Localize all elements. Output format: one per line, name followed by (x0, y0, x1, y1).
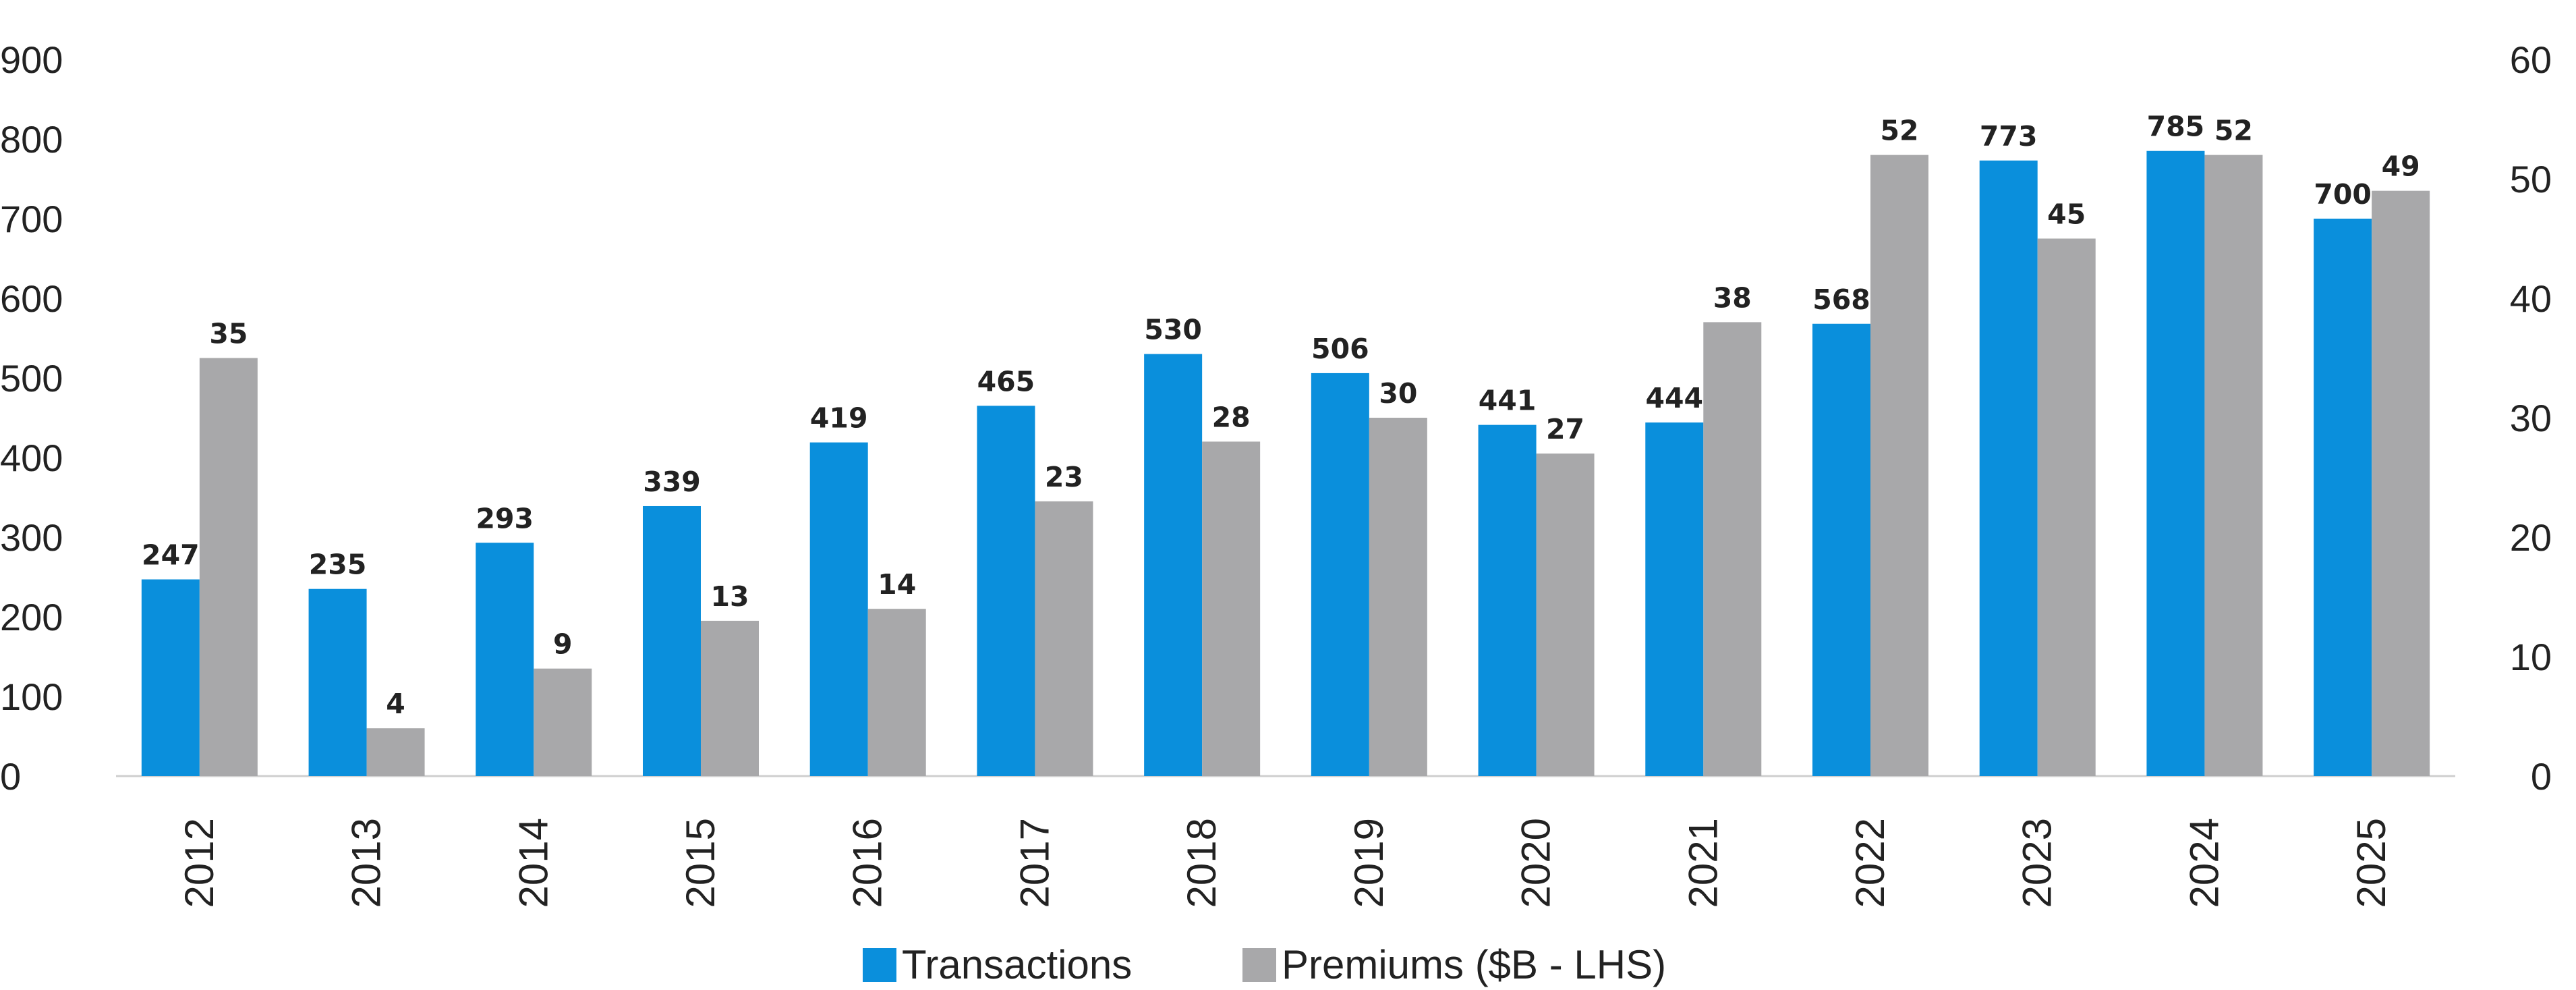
left-axis-tick: 100 (0, 676, 63, 718)
legend: Transactions Premiums ($B - LHS) (863, 942, 1666, 987)
data-labels-group: 247 35 235 4 293 9 339 13 419 14 465 23 530 28 506 30 44… (142, 111, 2420, 720)
bar-premiums (867, 609, 926, 776)
x-axis-label: 2023 (2015, 818, 2060, 908)
bar-premiums (1536, 453, 1595, 776)
x-axis-label: 2021 (1680, 818, 1725, 908)
x-axis-labels: 2012 2013 2014 2015 2016 2017 2018 2019 2020 2021… (177, 818, 2394, 908)
bar-premiums (199, 358, 258, 776)
bar-premiums (1202, 441, 1261, 776)
data-label-transactions: 235 (309, 549, 367, 581)
x-axis-label: 2016 (845, 818, 890, 908)
bar-transactions (308, 588, 367, 776)
bar-premiums (1035, 501, 1093, 776)
data-label-premiums: 35 (209, 318, 248, 350)
data-label-transactions: 465 (977, 365, 1035, 397)
data-label-premiums: 4 (386, 688, 405, 720)
legend-label-transactions: Transactions (902, 942, 1132, 987)
x-axis-label: 2014 (511, 818, 556, 908)
bar-transactions (1979, 160, 2038, 777)
data-label-premiums: 27 (1546, 413, 1584, 445)
x-axis-label: 2012 (177, 818, 222, 908)
data-label-transactions: 568 (1812, 283, 1870, 316)
legend-swatch-premiums (1242, 948, 1276, 982)
bar-transactions (1144, 354, 1203, 776)
left-axis-tick: 700 (0, 198, 63, 240)
bar-transactions (141, 579, 200, 776)
data-label-transactions: 506 (1311, 333, 1369, 365)
right-axis-tick: 20 (2510, 516, 2552, 559)
bar-premiums (701, 620, 759, 776)
bar-transactions (809, 442, 868, 776)
data-label-premiums: 13 (710, 580, 749, 613)
data-label-transactions: 339 (643, 466, 701, 498)
left-axis-tick: 800 (0, 118, 63, 161)
right-axis-tick: 40 (2510, 277, 2552, 320)
data-label-transactions: 773 (1980, 120, 2038, 153)
left-axis-tick: 0 (0, 755, 21, 798)
data-label-premiums: 30 (1379, 377, 1417, 410)
x-axis-label: 2015 (678, 818, 723, 908)
bar-transactions (2314, 219, 2372, 776)
data-label-transactions: 444 (1645, 382, 1703, 414)
bar-premiums (2372, 190, 2430, 776)
data-label-transactions: 530 (1144, 314, 1202, 346)
left-axis-tick: 400 (0, 437, 63, 479)
bar-transactions (1812, 323, 1870, 776)
bar-transactions (1645, 422, 1704, 776)
x-axis-label: 2022 (1848, 818, 1893, 908)
data-label-transactions: 293 (476, 502, 534, 534)
bar-premiums (534, 668, 592, 776)
left-y-axis: 0 100 200 300 400 500 600 700 800 900 (0, 38, 63, 798)
data-label-transactions: 441 (1479, 385, 1537, 417)
bar-premiums (1703, 322, 1762, 776)
data-label-premiums: 23 (1045, 461, 1083, 493)
bar-transactions (643, 505, 701, 776)
x-axis-label: 2024 (2181, 818, 2227, 908)
left-axis-tick: 300 (0, 516, 63, 559)
x-axis-label: 2020 (1514, 818, 1559, 908)
x-axis-label: 2019 (1346, 818, 1392, 908)
data-label-transactions: 419 (810, 402, 868, 435)
x-axis-label: 2013 (344, 818, 389, 908)
bar-transactions (2146, 150, 2205, 776)
data-label-premiums: 38 (1713, 281, 1752, 314)
right-axis-tick: 30 (2510, 397, 2552, 439)
data-label-transactions: 785 (2147, 111, 2205, 143)
bar-transactions (476, 543, 534, 776)
data-label-transactions: 700 (2314, 178, 2372, 211)
x-axis-label: 2025 (2349, 818, 2394, 908)
data-label-premiums: 45 (2047, 198, 2086, 231)
bar-premiums (1369, 418, 1427, 776)
x-axis-label: 2018 (1179, 818, 1224, 908)
bar-premiums (2204, 155, 2263, 777)
bar-transactions (1311, 373, 1369, 776)
data-label-premiums: 28 (1212, 401, 1251, 433)
left-axis-tick: 900 (0, 38, 63, 81)
right-axis-tick: 0 (2531, 755, 2552, 798)
right-axis-tick: 10 (2510, 636, 2552, 678)
right-axis-tick: 60 (2510, 38, 2552, 81)
data-label-premiums: 52 (1880, 115, 1918, 147)
legend-swatch-transactions (863, 948, 896, 982)
legend-label-premiums: Premiums ($B - LHS) (1282, 942, 1666, 987)
bar-premiums (366, 728, 425, 776)
x-axis-label: 2017 (1012, 818, 1057, 908)
data-label-transactions: 247 (142, 539, 200, 572)
data-label-premiums: 49 (2382, 150, 2420, 183)
bar-transactions (1478, 424, 1537, 776)
data-label-premiums: 14 (878, 568, 916, 601)
data-label-premiums: 52 (2214, 115, 2253, 147)
bar-premiums (1870, 155, 1928, 777)
bar-transactions (977, 406, 1035, 776)
bars-group (141, 150, 2430, 777)
left-axis-tick: 600 (0, 277, 63, 320)
bar-premiums (2037, 238, 2096, 776)
right-axis-tick: 50 (2510, 158, 2552, 200)
right-y-axis: 0 10 20 30 40 50 60 (2510, 38, 2552, 798)
left-axis-tick: 500 (0, 357, 63, 400)
data-label-premiums: 9 (553, 628, 573, 661)
left-axis-tick: 200 (0, 596, 63, 638)
